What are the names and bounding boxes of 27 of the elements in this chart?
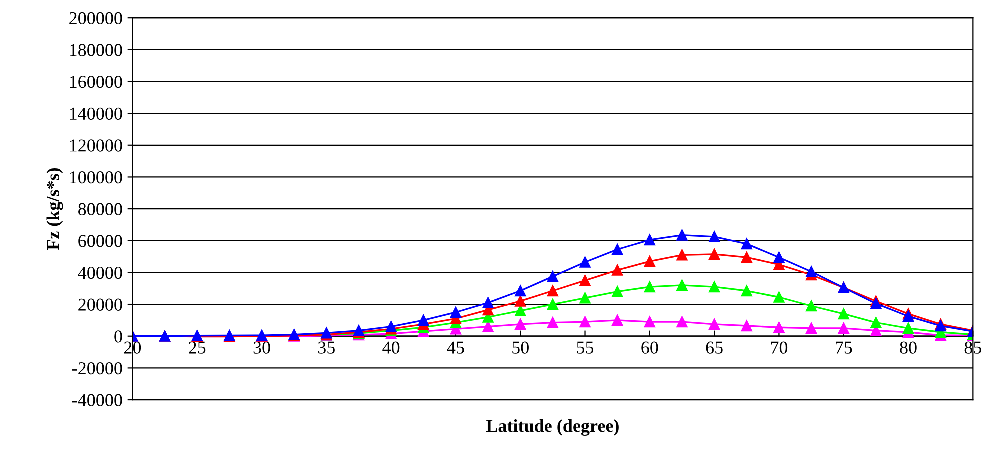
y-tick-label: 180000 [70, 44, 122, 56]
y-tick-label: 160000 [70, 76, 122, 88]
y-tick-label: 80000 [78, 203, 122, 216]
y-tick-label: -40000 [72, 394, 122, 406]
x-tick-label: 35 [318, 342, 335, 354]
x-tick-label: 65 [706, 342, 723, 354]
x-tick-label: 45 [447, 342, 464, 354]
x-tick-label: 25 [189, 342, 206, 354]
y-axis-title: Fz (kg/s*s) [46, 168, 64, 250]
x-tick-label: 70 [771, 342, 788, 354]
y-tick-label: -20000 [72, 362, 122, 375]
y-tick-label: 40000 [78, 266, 122, 280]
x-tick-label: 60 [642, 342, 658, 354]
y-tick-label: 140000 [70, 108, 122, 120]
x-tick-label: 40 [382, 342, 400, 354]
x-tick-label: 80 [900, 342, 917, 354]
x-tick-label: 75 [836, 342, 852, 354]
x-tick-label: 50 [512, 342, 529, 354]
x-tick-label: 55 [577, 342, 594, 354]
y-tick-label: 100000 [70, 171, 122, 184]
y-tick-label: 0 [114, 330, 122, 343]
y-tick-label: 200000 [70, 12, 122, 25]
y-tick-label: 60000 [78, 235, 122, 248]
y-tick-label: 120000 [70, 140, 122, 152]
y-tick-label: 20000 [78, 298, 122, 311]
x-tick-label: 30 [254, 342, 270, 354]
x-axis-title: Latitude (degree) [486, 419, 619, 436]
